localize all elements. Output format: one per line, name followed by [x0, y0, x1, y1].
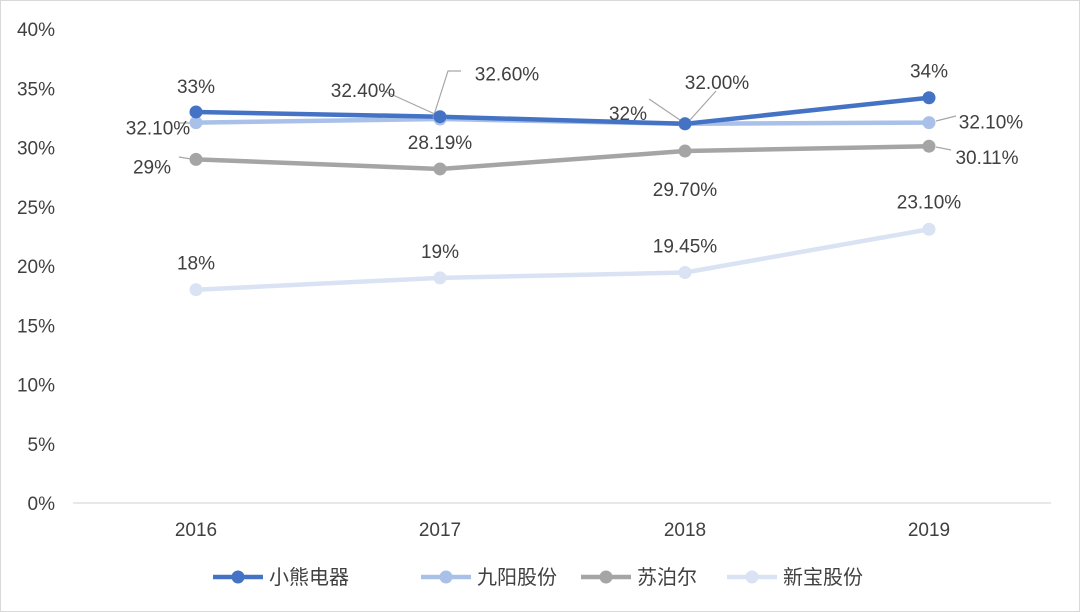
data-point — [922, 139, 936, 153]
data-label: 32.60% — [475, 65, 540, 86]
legend: 小熊电器 九阳股份 苏泊尔 新宝股份 — [213, 565, 863, 589]
data-point — [922, 91, 936, 105]
data-point — [189, 283, 203, 297]
series-line — [193, 95, 932, 127]
legend-label: 苏泊尔 — [637, 565, 697, 589]
y-tick-label: 15% — [17, 316, 55, 337]
data-label: 29% — [133, 157, 171, 178]
legend-marker — [439, 570, 453, 584]
x-tick-label: 2019 — [908, 520, 950, 541]
data-label: 28.19% — [408, 133, 473, 154]
data-labels: 33% 32.60% 32% 34% 32.10% 32.40% 32.00% 32.10% 2… — [126, 62, 1024, 275]
leader-line — [648, 98, 681, 121]
data-label: 19% — [421, 242, 459, 263]
leader-line — [689, 90, 717, 121]
data-point — [189, 105, 203, 119]
x-tick-label: 2018 — [664, 520, 706, 541]
data-point — [678, 266, 692, 280]
x-tick-label: 2017 — [419, 520, 461, 541]
leader-line — [178, 156, 192, 160]
data-point — [678, 117, 692, 131]
x-tick-label: 2016 — [175, 520, 217, 541]
axis-layer: 0% 5% 10% 15% 20% 25% 30% 35% 40% 2016 2017 2018 201… — [17, 20, 1051, 541]
y-tick-label: 5% — [28, 435, 56, 456]
data-point — [189, 152, 203, 166]
data-point — [922, 222, 936, 236]
data-label: 18% — [177, 254, 215, 275]
y-tick-label: 40% — [17, 20, 55, 41]
data-label: 23.10% — [897, 192, 962, 213]
data-point — [433, 162, 447, 176]
leader-line — [383, 90, 438, 116]
y-tick-label: 20% — [17, 257, 55, 278]
leader-lines — [178, 70, 957, 160]
legend-label: 九阳股份 — [477, 565, 557, 589]
data-label: 32.00% — [685, 73, 750, 94]
data-point — [189, 116, 203, 130]
data-point — [433, 271, 447, 285]
legend-label: 小熊电器 — [269, 565, 349, 589]
data-label: 30.11% — [955, 148, 1018, 169]
data-label: 34% — [910, 62, 948, 83]
y-tick-label: 0% — [28, 494, 56, 515]
leader-line — [935, 115, 957, 122]
data-label: 33% — [177, 77, 215, 98]
legend-label: 新宝股份 — [783, 565, 863, 589]
data-label: 19.45% — [653, 237, 718, 258]
data-label: 29.70% — [653, 180, 718, 201]
series-points — [189, 91, 936, 297]
data-label: 32.40% — [331, 81, 396, 102]
y-tick-label: 10% — [17, 376, 55, 397]
leader-line — [432, 70, 461, 119]
data-point — [678, 144, 692, 158]
legend-marker — [231, 570, 245, 584]
data-label: 32.10% — [959, 113, 1024, 134]
legend-marker — [599, 570, 613, 584]
data-point — [433, 110, 447, 124]
series-line — [193, 227, 932, 292]
data-label: 32% — [609, 104, 647, 125]
data-label: 32.10% — [126, 119, 191, 140]
leader-line — [935, 146, 952, 151]
legend-marker — [745, 570, 759, 584]
series-lines — [193, 95, 932, 292]
data-point — [922, 116, 936, 130]
y-tick-label: 30% — [17, 139, 55, 160]
series-line — [193, 143, 932, 172]
y-tick-label: 35% — [17, 79, 55, 100]
y-tick-label: 25% — [17, 198, 55, 219]
